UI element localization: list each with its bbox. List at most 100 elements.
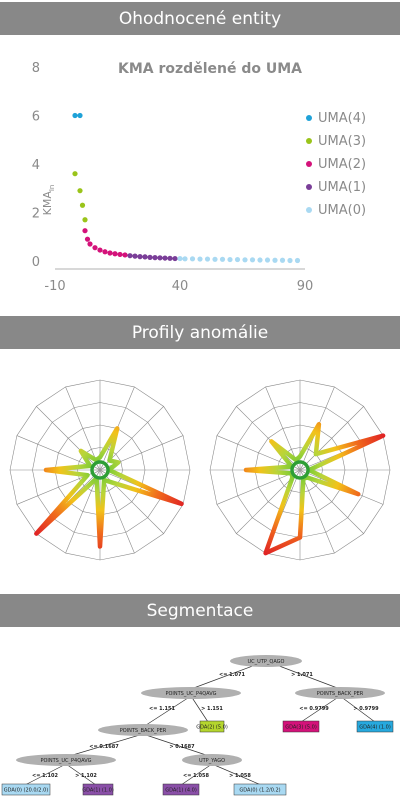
tree-node-root[interactable]: UC_UTP_QAGO	[230, 655, 302, 667]
legend: UMA(4) UMA(3) UMA(2) UMA(1) UMA(0)	[306, 111, 366, 218]
tree-node-n5-label: UTP_YAGO	[199, 758, 225, 764]
data-point	[97, 247, 103, 253]
radar-center-icon	[90, 460, 110, 480]
y-axis-label-main: KMA	[41, 191, 54, 216]
data-point	[112, 251, 118, 257]
edge-label-n2-right: > 0.9799	[353, 706, 379, 712]
data-point	[82, 228, 88, 234]
tree-node-n3[interactable]: POINTS_BACK_PER	[98, 724, 188, 736]
legend-marker	[306, 207, 312, 213]
data-point	[82, 217, 88, 223]
tree-leaf-l7-label: GDA(0) (1.2/0.2)	[239, 788, 280, 794]
tree-node-n2[interactable]: POINTS_BACK_PER	[295, 687, 385, 699]
tree-leaf-l6-label: GDA(1) (4.0)	[165, 788, 197, 794]
legend-label: UMA(3)	[318, 134, 366, 149]
section-header-profiles: Profily anomálie	[0, 316, 400, 349]
data-point	[127, 253, 133, 259]
data-point	[189, 256, 196, 262]
anomaly-profile-radar-left	[9, 379, 191, 561]
kma-scatter-chart: KMA rozdělené do UMA KMAIn 0 2 4 6 8 -10 40 90…	[32, 61, 366, 294]
edge-label-n5-right: > 1.058	[229, 773, 251, 779]
tree-leaf-l2-label: GDA(3) (5.0)	[285, 725, 317, 731]
edge-label-n4-left: <= 1.102	[32, 773, 58, 779]
legend-marker	[306, 115, 312, 121]
edge-label-n2-left: <= 0.9799	[299, 706, 329, 712]
data-point	[92, 245, 98, 251]
tree-node-n1-label: POINTS_UC_P4QAVG	[165, 691, 216, 697]
data-point	[117, 251, 123, 258]
tree-node-n1[interactable]: POINTS_UC_P4QAVG	[141, 687, 241, 699]
tree-leaf-l1[interactable]: GDA(2) (5.0)	[196, 720, 228, 733]
tree-node-root-label: UC_UTP_QAGO	[248, 659, 285, 665]
data-point	[234, 256, 241, 263]
radar-center-icon	[290, 460, 310, 480]
tree-node-n4[interactable]: POINTS_UC_P4QAVG	[16, 754, 116, 766]
edge-label-n1-left: <= 1.151	[149, 706, 175, 712]
tree-edge-labels: <= 1.071 > 1.071 <= 1.151 > 1.151 <= 0.9…	[32, 672, 379, 779]
data-point	[172, 255, 178, 262]
data-point	[272, 257, 278, 263]
data-point	[122, 252, 128, 258]
tree-node-n3-label: POINTS_BACK_PER	[120, 728, 167, 734]
data-point	[182, 256, 188, 262]
section-header-segmentation: Segmentace	[0, 594, 400, 627]
legend-marker	[306, 184, 312, 190]
y-tick-label: 2	[32, 207, 40, 222]
tree-leaf-l5-label: GDA(1) (1.0)	[82, 788, 114, 794]
edge-label-n3-left: <= 0.1687	[89, 744, 119, 750]
anomaly-profile-radar-right	[209, 379, 391, 561]
tree-node-n2-label: POINTS_BACK_PER	[317, 691, 364, 697]
data-point	[137, 254, 143, 260]
tree-leaf-l3[interactable]: GDA(4) (1.0)	[356, 720, 394, 733]
tree-leaf-l5[interactable]: GDA(1) (1.0)	[82, 783, 114, 796]
data-point	[294, 257, 301, 264]
data-point	[257, 257, 263, 263]
y-tick-labels: 0 2 4 6 8	[32, 61, 40, 270]
chart-title: KMA rozdělené do UMA	[118, 61, 302, 77]
y-tick-label: 0	[32, 255, 40, 270]
radar-profile-shape	[34, 426, 184, 549]
data-point	[212, 256, 218, 262]
legend-label: UMA(0)	[318, 203, 366, 218]
data-point	[162, 255, 168, 261]
edge-label-root-left: <= 1.071	[219, 672, 245, 678]
data-point	[77, 188, 83, 194]
data-point	[152, 255, 158, 261]
tree-node-n4-label: POINTS_UC_P4QAVG	[40, 758, 91, 764]
data-point	[107, 250, 113, 256]
tree-leaf-l6[interactable]: GDA(1) (4.0)	[162, 783, 200, 796]
tree-leaf-l7[interactable]: GDA(0) (1.2/0.2)	[233, 783, 287, 796]
tree-node-n5[interactable]: UTP_YAGO	[182, 754, 242, 766]
tree-leaf-l2[interactable]: GDA(3) (5.0)	[282, 720, 320, 733]
legend-label: UMA(4)	[318, 111, 366, 126]
data-points	[72, 112, 301, 264]
data-point	[287, 257, 293, 264]
y-tick-label: 4	[32, 158, 40, 173]
data-point	[264, 257, 271, 263]
data-point	[219, 256, 226, 262]
legend-label: UMA(2)	[318, 157, 366, 172]
y-axis-label: KMAIn	[41, 185, 56, 216]
data-point	[77, 112, 83, 119]
edge-label-n4-right: > 1.102	[75, 773, 97, 779]
tree-leaf-l4[interactable]: GDA(0) (20.0/2.0)	[1, 783, 51, 796]
x-tick-label: -10	[44, 279, 65, 294]
edge-label-n1-right: > 1.151	[201, 706, 223, 712]
data-point	[132, 253, 138, 259]
section-title-entities: Ohodnocené entity	[118, 8, 282, 29]
tree-leaf-l1-label: GDA(2) (5.0)	[196, 725, 228, 731]
edge-label-n5-left: <= 1.058	[183, 773, 209, 779]
data-point	[249, 257, 256, 263]
edge-label-n3-right: > 0.1687	[169, 744, 195, 750]
data-point	[157, 255, 163, 261]
section-title-segmentation: Segmentace	[146, 600, 254, 621]
x-tick-label: 40	[172, 279, 189, 294]
y-tick-label: 6	[32, 110, 40, 125]
section-header-entities: Ohodnocené entity	[0, 2, 400, 35]
data-point	[102, 249, 108, 255]
data-point	[204, 256, 211, 262]
y-axis-label-sub: In	[48, 185, 56, 192]
legend-marker	[306, 161, 312, 167]
data-point	[72, 112, 78, 119]
section-title-profiles: Profily anomálie	[131, 322, 269, 343]
